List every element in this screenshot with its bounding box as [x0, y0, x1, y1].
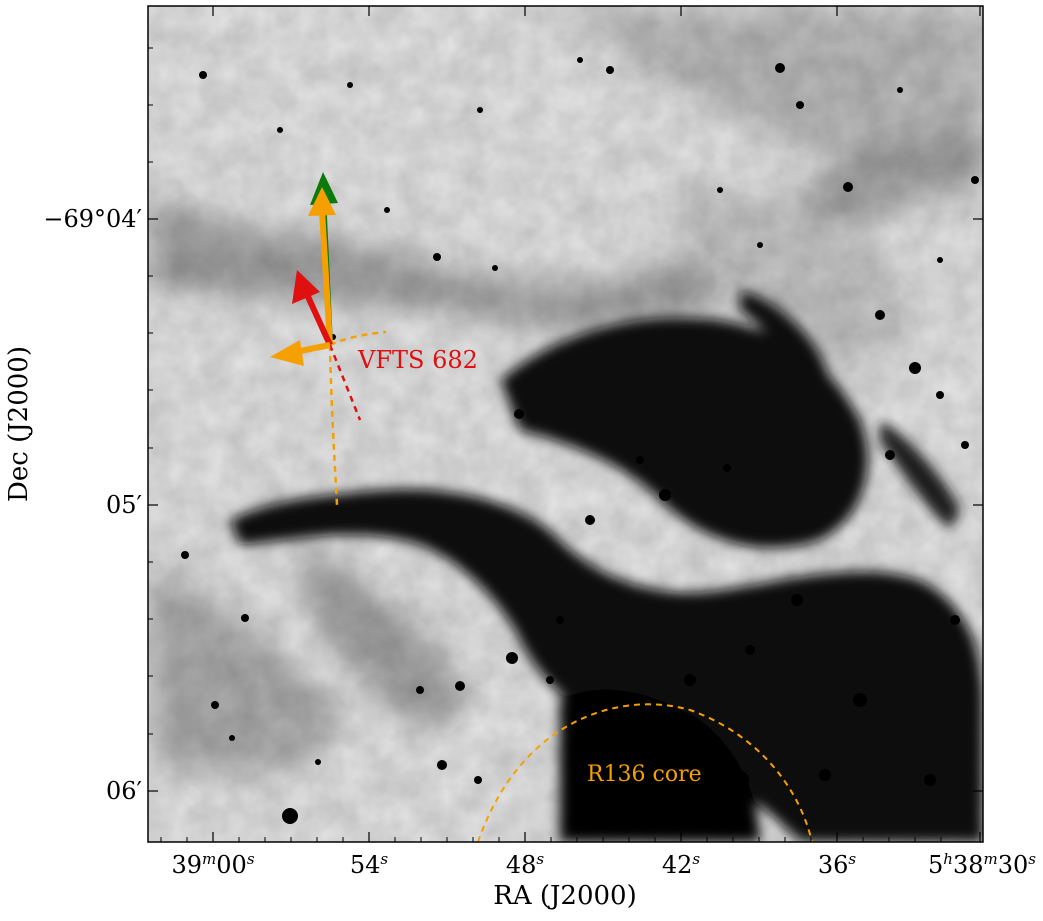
x-tick-label: 36s: [818, 850, 857, 879]
x-tick-label: 54s: [350, 850, 389, 879]
plot-frame: [147, 5, 984, 843]
y-tick-label: 06′: [106, 777, 142, 805]
y-ticks: [148, 218, 983, 792]
cluster-label: R136 core: [587, 762, 702, 787]
proper-motion-arrows: [270, 172, 338, 366]
x-tick-label: 48s: [506, 850, 545, 879]
dust-lanes: [230, 290, 983, 842]
orange-dashed-trace: [328, 344, 339, 506]
orange-west-arrow-head: [270, 340, 304, 366]
y-tick-label: −69°04′: [43, 205, 142, 233]
star-label: VFTS 682: [357, 346, 478, 374]
x-tick-label: 5h38m30s: [928, 850, 1036, 879]
orange-dashed-trace-short: [329, 330, 387, 347]
r136-core-boundary: [477, 703, 813, 842]
orange-arrow-head: [308, 187, 336, 216]
x-tick-label: 42s: [662, 850, 701, 879]
sky-image: VFTS 682 R136 core: [148, 6, 983, 842]
y-tick-label: 05′: [106, 491, 142, 519]
green-arrow-head: [310, 172, 338, 205]
red-arrow-head: [292, 270, 320, 304]
y-axis-title: Dec (J2000): [4, 346, 34, 502]
x-tick-label: 39m00s: [171, 850, 254, 879]
red-dashed-trace: [328, 344, 362, 421]
minor-ticks: [148, 47, 942, 842]
x-tick-labels: 39m00s 54s 48s 42s 36s 5h38m30s: [171, 850, 1036, 879]
orange-arrow-shaft: [319, 209, 333, 346]
x-ticks: [212, 6, 981, 842]
x-axis-title: RA (J2000): [493, 881, 637, 911]
red-arrow-shaft: [302, 288, 333, 347]
stars: [181, 57, 979, 830]
y-tick-labels: −69°04′ 05′ 06′: [43, 205, 142, 805]
